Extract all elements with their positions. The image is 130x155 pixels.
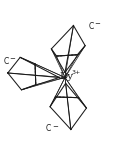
Text: Dy: Dy <box>59 72 73 81</box>
Text: C: C <box>88 22 94 31</box>
Text: −: − <box>52 124 58 130</box>
Text: −: − <box>94 21 100 27</box>
Text: C: C <box>3 57 8 66</box>
Text: C: C <box>46 124 51 133</box>
Text: −: − <box>9 56 15 62</box>
Text: 3+: 3+ <box>71 70 81 75</box>
